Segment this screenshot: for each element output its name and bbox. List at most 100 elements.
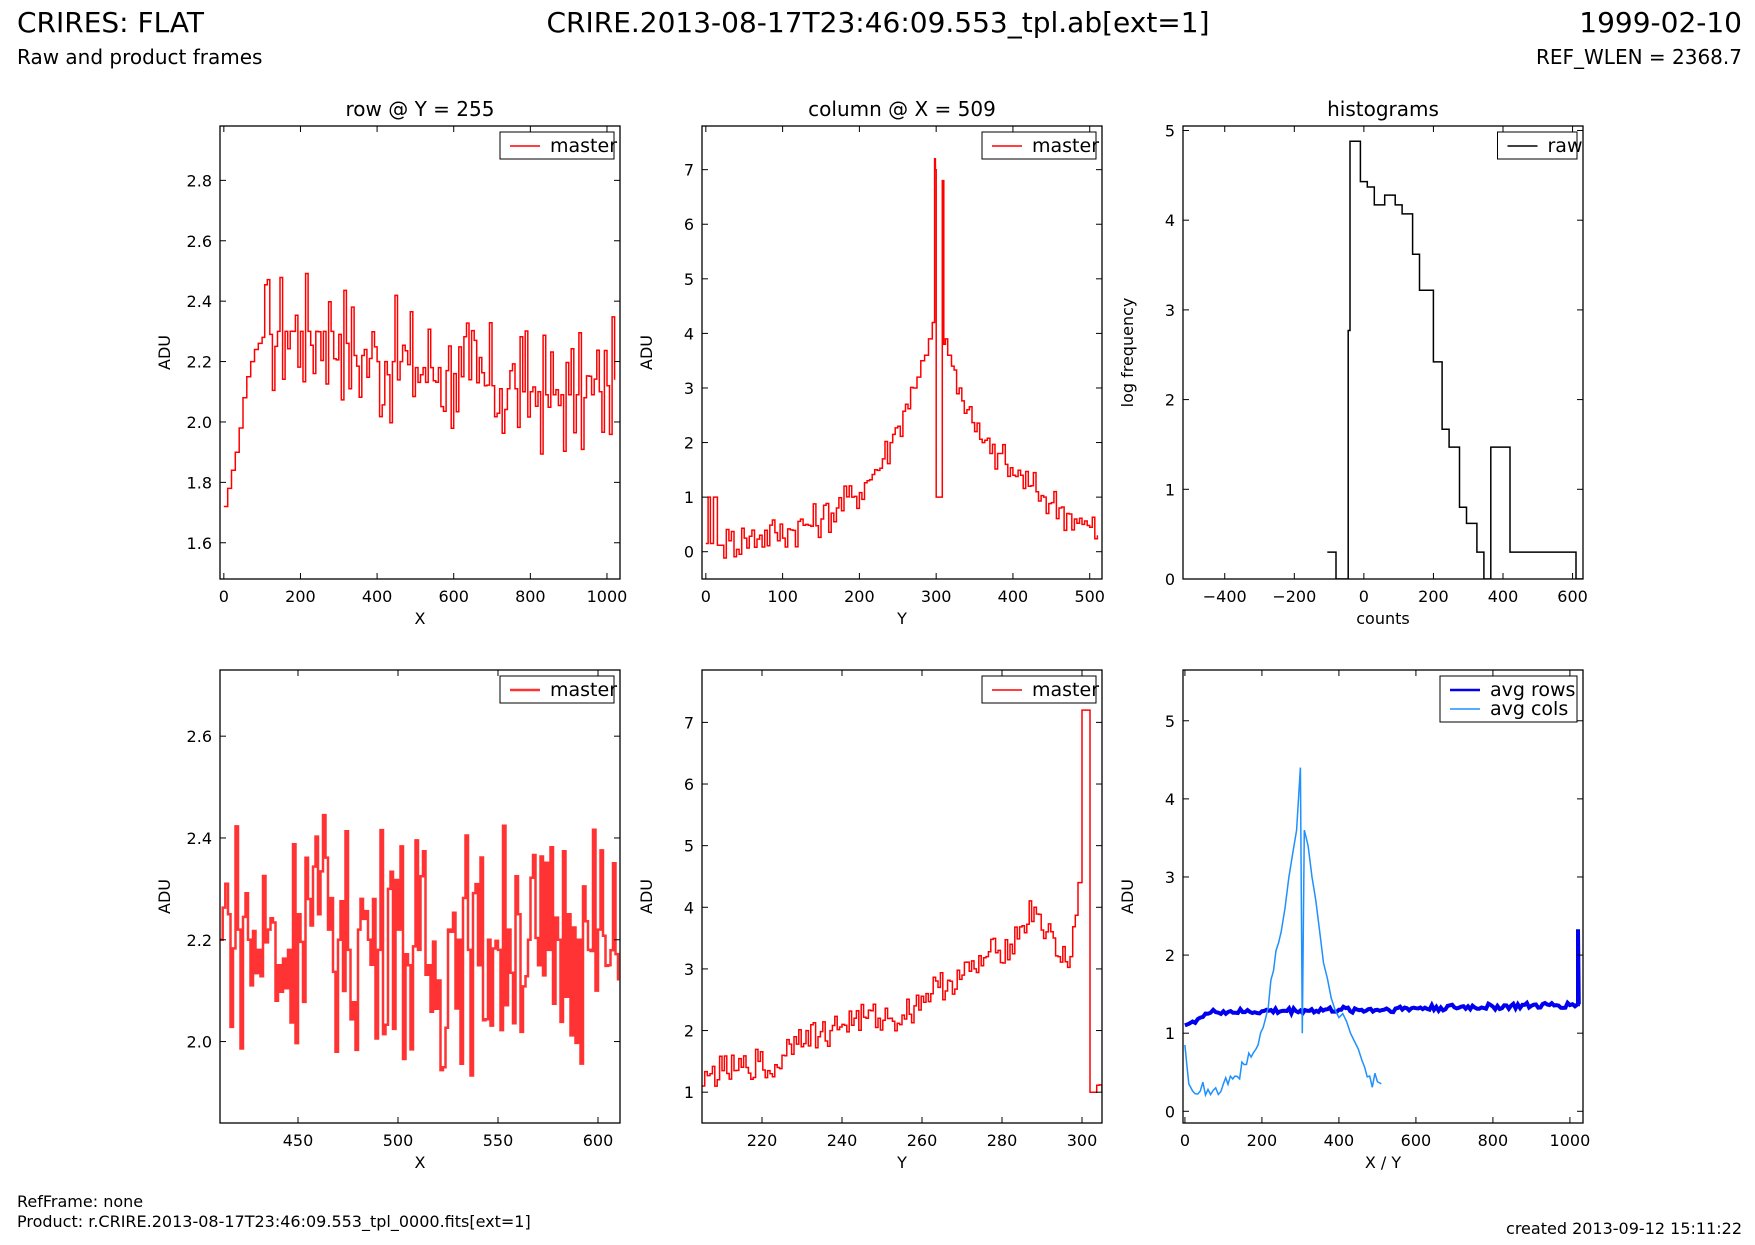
- y-tick-label: 3: [684, 379, 694, 398]
- x-axis-label: X: [415, 609, 426, 628]
- y-tick-label: 6: [684, 775, 694, 794]
- x-tick-label: 400: [1488, 587, 1519, 606]
- x-tick-label: 400: [998, 587, 1029, 606]
- y-tick-label: 3: [684, 960, 694, 979]
- y-tick-label: 1.8: [187, 473, 212, 492]
- y-tick-label: 2: [1165, 391, 1175, 410]
- legend-label: master: [550, 679, 617, 701]
- chart-panel: 450 500 550 600 2.0 2.2 2.4 2.6 X ADU master: [155, 669, 621, 1172]
- series-group: [705, 157, 1099, 559]
- legend: master: [499, 675, 617, 704]
- plot-frame: [701, 125, 1103, 580]
- y-tick-label: 3: [1165, 868, 1175, 887]
- x-tick-label: 400: [1324, 1131, 1355, 1150]
- y-axis-label: log frequency: [1118, 298, 1137, 408]
- footer-product: Product: r.CRIRE.2013-08-17T23:46:09.553…: [17, 1212, 531, 1231]
- y-tick-label: 7: [684, 713, 694, 732]
- y-tick-label: 2.4: [187, 829, 212, 848]
- x-axis-label: X: [415, 1153, 426, 1172]
- page-subtitle: Raw and product frames: [17, 45, 263, 69]
- y-tick-label: 2: [684, 434, 694, 453]
- legend-label: master: [550, 135, 617, 157]
- x-tick-label: 220: [747, 1131, 778, 1150]
- x-tick-label: 300: [1067, 1131, 1098, 1150]
- y-tick-label: 4: [684, 898, 694, 917]
- y-axis-label: ADU: [637, 879, 656, 914]
- y-tick-label: 1: [684, 488, 694, 507]
- x-tick-label: 800: [515, 587, 546, 606]
- series-group: [223, 272, 616, 508]
- x-tick-label: 0: [1359, 587, 1369, 606]
- plot-frame: [219, 669, 621, 1124]
- chart-title: row @ Y = 255: [346, 97, 495, 121]
- y-tick-label: 2.2: [187, 353, 212, 372]
- x-tick-label: 800: [1478, 1131, 1509, 1150]
- series-line: [1184, 767, 1382, 1098]
- chart-title: histograms: [1327, 97, 1439, 121]
- series-line: [1184, 929, 1581, 1028]
- y-tick-label: 2: [684, 1022, 694, 1041]
- y-tick-label: 2.6: [187, 232, 212, 251]
- series-line: [705, 157, 1099, 559]
- series-line: [220, 813, 620, 1077]
- legend: raw: [1497, 131, 1583, 160]
- y-axis-label: ADU: [155, 879, 174, 914]
- chart-panel: −400 −200 0 200 400 600 0 1 2 3 4 5 histograms counts…: [1118, 97, 1588, 628]
- series-group: [1327, 140, 1583, 579]
- y-tick-label: 2: [1165, 946, 1175, 965]
- y-tick-label: 0: [1165, 570, 1175, 589]
- x-axis-label: Y: [896, 1153, 907, 1172]
- x-tick-label: 300: [921, 587, 952, 606]
- y-tick-label: 4: [684, 324, 694, 343]
- y-tick-label: 2.8: [187, 171, 212, 190]
- y-tick-label: 1.6: [187, 534, 212, 553]
- x-tick-label: 200: [285, 587, 316, 606]
- x-tick-label: 600: [583, 1131, 614, 1150]
- y-tick-label: 2.0: [187, 413, 212, 432]
- x-tick-label: 450: [283, 1131, 314, 1150]
- series-group: [1184, 767, 1581, 1098]
- plot-frame: [219, 125, 621, 580]
- plot-frame: [1182, 125, 1584, 580]
- page-title: CRIRES: FLAT: [17, 6, 204, 39]
- y-tick-label: 1: [1165, 480, 1175, 499]
- legend: master: [981, 131, 1099, 160]
- legend: master: [499, 131, 617, 160]
- y-tick-label: 4: [1165, 790, 1175, 809]
- x-tick-label: 260: [907, 1131, 938, 1150]
- y-tick-label: 2.6: [187, 727, 212, 746]
- chart-panel: 220 240 260 280 300 1 2 3 4 5 6 7 Y ADU master: [637, 669, 1103, 1172]
- y-tick-label: 2.4: [187, 292, 212, 311]
- legend-label: avg cols: [1490, 698, 1568, 720]
- x-tick-label: −200: [1272, 587, 1316, 606]
- y-tick-label: 1: [1165, 1024, 1175, 1043]
- series-line: [702, 709, 1102, 1093]
- chart-panel: 0 100 200 300 400 500 0 1 2 3 4 5 6 7 column @ X = 509…: [637, 97, 1105, 628]
- footer-created: created 2013-09-12 15:11:22: [1506, 1219, 1742, 1238]
- x-tick-label: 0: [219, 587, 229, 606]
- y-tick-label: 7: [684, 161, 694, 180]
- x-tick-label: 240: [827, 1131, 858, 1150]
- x-tick-label: 1000: [587, 587, 628, 606]
- file-name: CRIRE.2013-08-17T23:46:09.553_tpl.ab[ext…: [546, 6, 1210, 39]
- legend-label: master: [1032, 135, 1099, 157]
- y-axis-label: ADU: [1118, 879, 1137, 914]
- x-axis-label: Y: [896, 609, 907, 628]
- x-tick-label: 550: [483, 1131, 514, 1150]
- legend-box: [499, 131, 615, 160]
- x-tick-label: 0: [701, 587, 711, 606]
- y-tick-label: 0: [1165, 1102, 1175, 1121]
- chart-title: column @ X = 509: [808, 97, 996, 121]
- series-group: [702, 709, 1102, 1093]
- plot-frame: [701, 669, 1103, 1124]
- chart-panel: 0 200 400 600 800 1000 0 1 2 3 4 5 X / Y ADU avg rowsa…: [1118, 669, 1591, 1172]
- x-tick-label: 500: [383, 1131, 414, 1150]
- x-tick-label: 200: [1247, 1131, 1278, 1150]
- x-axis-label: X / Y: [1365, 1153, 1402, 1172]
- legend-box: [1439, 675, 1578, 723]
- y-axis-label: ADU: [637, 335, 656, 370]
- plot-frame: [1182, 669, 1584, 1124]
- x-tick-label: 1000: [1550, 1131, 1591, 1150]
- x-tick-label: 600: [438, 587, 469, 606]
